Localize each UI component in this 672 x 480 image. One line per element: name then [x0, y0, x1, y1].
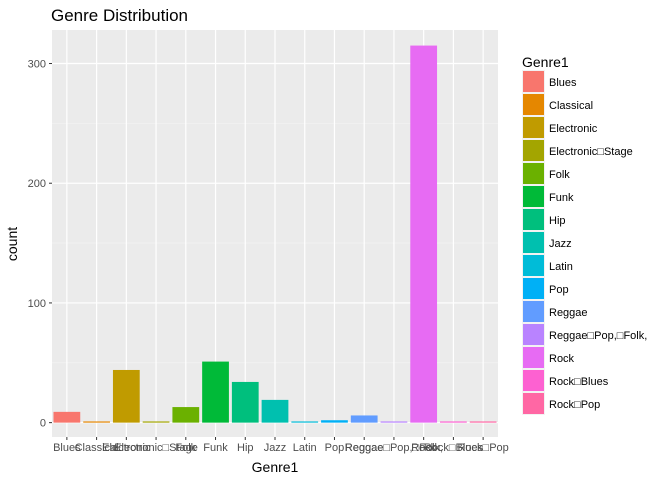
- legend-swatch: [523, 163, 544, 184]
- legend-label: Jazz: [549, 238, 572, 250]
- bar-8: [291, 421, 319, 423]
- legend-swatch: [523, 255, 544, 276]
- bar-11: [380, 421, 408, 423]
- legend-label: Reggae: [549, 307, 588, 319]
- x-tick-label: Latin: [293, 442, 317, 454]
- x-axis-title: Genre1: [252, 459, 299, 475]
- legend-label: Rock□Blues: [549, 376, 609, 388]
- bar-14: [469, 421, 497, 423]
- legend-swatch: [523, 393, 544, 414]
- x-tick-label: Blues: [53, 442, 81, 454]
- legend-label: Rock: [549, 353, 575, 365]
- x-tick-label: Hip: [237, 442, 254, 454]
- legend-label: Folk: [549, 169, 570, 181]
- legend-label: Electronic: [549, 123, 598, 135]
- x-tick-label: Reggae: [345, 442, 384, 454]
- bar-12: [410, 45, 438, 423]
- chart-title: Genre Distribution: [51, 6, 188, 25]
- x-tick-label: Rock: [411, 442, 437, 454]
- y-tick-label: 0: [40, 418, 46, 430]
- x-tick-label: Electronic□Stage: [114, 442, 198, 454]
- legend-label: Classical: [549, 100, 593, 112]
- legend-label: Blues: [549, 77, 577, 89]
- bar-7: [261, 399, 289, 423]
- legend-label: Pop: [549, 284, 569, 296]
- legend-swatch: [523, 370, 544, 391]
- y-axis-title: count: [4, 227, 20, 261]
- x-tick-label: Classical: [75, 442, 119, 454]
- bar-4: [172, 407, 200, 423]
- y-tick-label: 100: [28, 298, 46, 310]
- bar-5: [202, 361, 229, 423]
- x-tick-label: Rock□Pop: [457, 442, 508, 454]
- x-tick-label: Pop: [325, 442, 345, 454]
- x-tick-label: Electronic: [102, 442, 151, 454]
- y-axis: 0 100 200 300: [28, 59, 52, 430]
- legend-label: Funk: [549, 192, 574, 204]
- bar-6: [231, 381, 259, 423]
- x-axis: BluesClassicalElectronicElectronic□Stage…: [53, 437, 509, 454]
- x-tick-label: Rock□Blues: [424, 442, 484, 454]
- legend-label: Latin: [549, 261, 573, 273]
- x-tick-label: Folk: [175, 442, 196, 454]
- x-tick-label: Reggae□Pop,□Folk,: [345, 442, 443, 454]
- y-tick-label: 300: [28, 59, 46, 71]
- legend-swatch: [523, 140, 544, 161]
- bar-1: [83, 421, 110, 423]
- legend-swatch: [523, 347, 544, 368]
- legend-label: Rock□Pop: [549, 399, 600, 411]
- y-tick-label: 200: [28, 178, 46, 190]
- legend-swatch: [523, 71, 544, 92]
- bar-3: [142, 421, 170, 423]
- legend-swatch: [523, 278, 544, 299]
- x-tick-label: Jazz: [264, 442, 287, 454]
- legend-title: Genre1: [522, 54, 569, 70]
- bar-9: [321, 420, 348, 423]
- bar-2: [112, 369, 140, 423]
- legend-swatch: [523, 324, 544, 345]
- legend-label: Hip: [549, 215, 566, 227]
- bar-0: [53, 411, 81, 423]
- bars: [53, 45, 497, 423]
- legend-items: Blues Classical Electronic Electronic□Stage…: [522, 70, 647, 415]
- bar-10: [350, 415, 378, 423]
- legend-swatch: [523, 209, 544, 230]
- legend-swatch: [523, 94, 544, 115]
- legend-swatch: [523, 232, 544, 253]
- legend-label: Reggae□Pop,□Folk,: [549, 330, 647, 342]
- legend-swatch: [523, 186, 544, 207]
- x-tick-label: Funk: [203, 442, 228, 454]
- legend-swatch: [523, 301, 544, 322]
- legend-label: Electronic□Stage: [549, 146, 633, 158]
- legend-swatch: [523, 117, 544, 138]
- bar-13: [440, 421, 467, 423]
- legend: Genre1 Blues Classical Electronic Electroni…: [522, 54, 647, 415]
